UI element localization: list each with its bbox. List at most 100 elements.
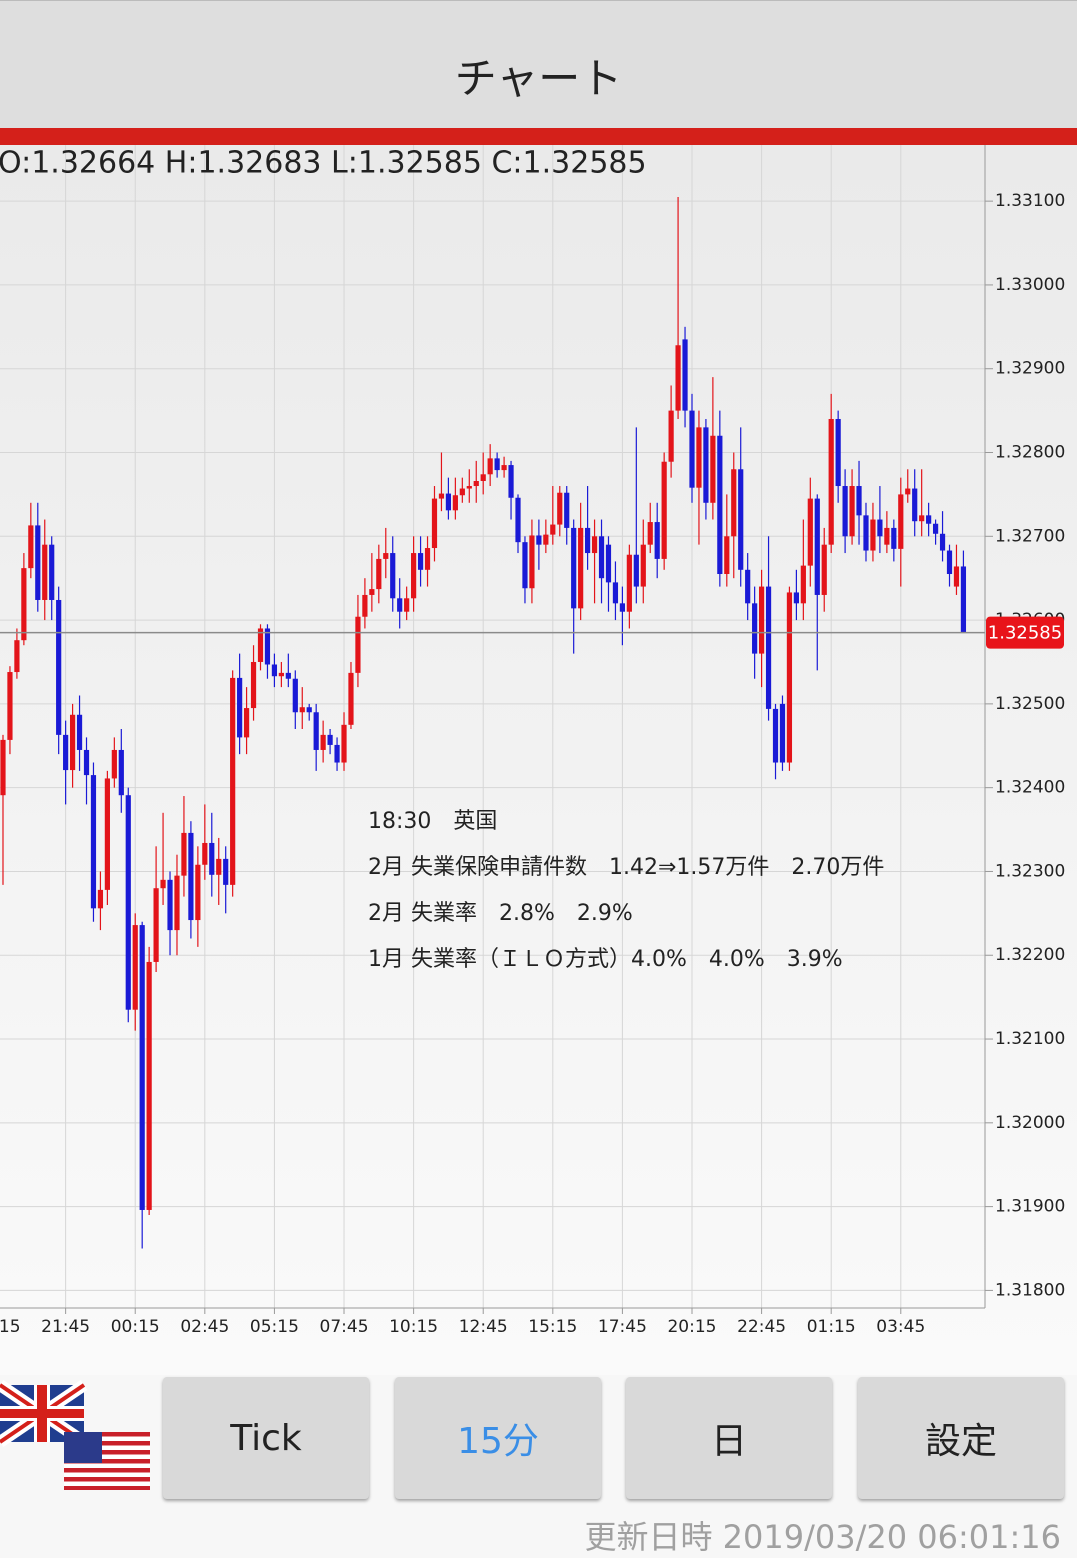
candle-body <box>466 486 472 489</box>
header-title: チャート <box>454 54 623 103</box>
x-tick-label: 03:45 <box>876 1317 925 1337</box>
candle-body <box>807 498 813 566</box>
y-tick-label: 1.31800 <box>995 1280 1065 1300</box>
y-tick-label: 1.32200 <box>995 945 1065 965</box>
event-annotation: 2月 失業保険申請件数 1.42⇒1.57万件 2.70万件 <box>368 855 884 880</box>
candle-body <box>125 795 131 1010</box>
candle-body <box>49 544 55 600</box>
candle-body <box>912 488 918 522</box>
candle-body <box>501 465 507 471</box>
timeframe-button[interactable]: 15分 <box>395 1377 601 1499</box>
y-tick-label: 1.32700 <box>995 526 1065 546</box>
candle-body <box>626 554 632 612</box>
timeframe-button[interactable]: Tick <box>163 1377 369 1499</box>
candle-body <box>230 677 236 885</box>
candle-body <box>522 542 528 589</box>
ohlc-label: O:1.32664 H:1.32683 L:1.32585 C:1.32585 <box>0 146 647 181</box>
candle-body <box>856 486 862 516</box>
candle-body <box>369 589 375 595</box>
candle-body <box>884 527 890 545</box>
x-tick-label: 01:15 <box>807 1317 856 1337</box>
x-tick-label: 10:15 <box>389 1317 438 1337</box>
candle-body <box>390 553 396 599</box>
candle-body <box>905 488 911 495</box>
candle-body <box>898 494 904 549</box>
candle-body <box>591 536 598 554</box>
event-annotation: 2月 失業率 2.8% 2.9% <box>368 901 633 926</box>
x-tick-label: 12:45 <box>459 1317 508 1337</box>
x-tick-label: 00:15 <box>111 1317 160 1337</box>
candle-body <box>376 558 382 590</box>
candle-body <box>90 775 97 909</box>
timeframe-button[interactable]: 日 <box>626 1377 832 1499</box>
candle-body <box>383 553 389 559</box>
candle-body <box>494 458 500 471</box>
candle-body <box>56 599 62 735</box>
candle-body <box>870 519 876 551</box>
x-tick-label: 15:15 <box>528 1317 577 1337</box>
candle-body <box>21 568 27 641</box>
candle-body <box>160 879 166 889</box>
x-tick-label: 20:15 <box>667 1317 716 1337</box>
candle-body <box>877 519 883 537</box>
candle-body <box>348 672 354 725</box>
candle-body <box>821 544 827 595</box>
candle-body <box>675 345 681 411</box>
candle-body <box>438 493 445 499</box>
candle-body <box>431 498 438 549</box>
candle-body <box>772 708 779 763</box>
candle-body <box>417 553 424 570</box>
candle-body <box>424 548 431 570</box>
candle-body <box>313 712 319 750</box>
candle-body <box>459 488 465 496</box>
candle-body <box>76 714 83 750</box>
candle-body <box>181 832 187 876</box>
candle-body <box>550 524 556 535</box>
candle-body <box>7 672 13 740</box>
candle-body <box>202 842 208 865</box>
y-tick-label: 1.32000 <box>995 1113 1065 1133</box>
candle-body <box>278 672 284 677</box>
event-annotation: 18:30 英国 <box>368 809 497 834</box>
candle-body <box>188 832 194 921</box>
y-tick-label: 1.33100 <box>995 191 1065 211</box>
candle-body <box>320 734 326 750</box>
candle-body <box>710 435 716 503</box>
y-tick-label: 1.33000 <box>995 275 1065 295</box>
candle-body <box>731 469 737 537</box>
y-tick-label: 1.31900 <box>995 1197 1065 1217</box>
candle-body <box>452 495 458 511</box>
candle-body <box>605 544 612 583</box>
candle-body <box>932 523 939 534</box>
candle-body <box>257 628 264 662</box>
candle-body <box>508 465 514 498</box>
candle-body <box>946 550 953 575</box>
header: チャート <box>0 0 1077 128</box>
candle-body <box>195 864 201 921</box>
candle-body <box>341 724 347 763</box>
candle-body <box>612 582 619 604</box>
last-price-box <box>986 616 1064 649</box>
candle-body <box>153 888 159 962</box>
candle-body <box>689 410 695 488</box>
candle-body <box>536 535 542 545</box>
candle-body <box>35 525 41 600</box>
candle-body <box>786 592 793 763</box>
candle-body <box>63 734 69 771</box>
y-tick-label: 1.32400 <box>995 778 1065 798</box>
candle-body <box>682 339 688 411</box>
x-tick-label: 22:45 <box>737 1317 786 1337</box>
candle-body <box>939 533 946 551</box>
candle-body <box>842 486 848 537</box>
candle-body <box>216 858 222 875</box>
timeframe-button[interactable]: 設定 <box>858 1377 1064 1499</box>
candle-body <box>473 480 479 487</box>
candle-body <box>97 889 104 909</box>
candle-body <box>404 598 410 612</box>
y-tick-label: 1.32100 <box>995 1029 1065 1049</box>
candle-body <box>717 435 723 575</box>
candle-body <box>758 586 765 654</box>
candle-body <box>264 628 271 665</box>
candle-body <box>111 749 117 779</box>
candle-body <box>292 678 298 713</box>
